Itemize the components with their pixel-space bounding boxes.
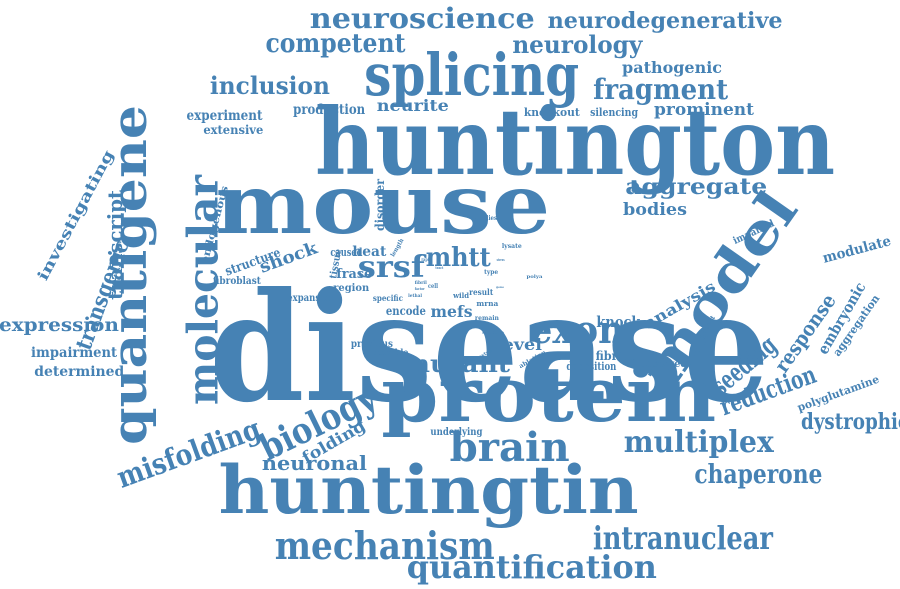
- word-quantification: quantification: [406, 548, 657, 586]
- word-neurite: neurite: [376, 96, 449, 115]
- word-modulate: modulate: [821, 233, 893, 267]
- word-splice: splice: [482, 329, 505, 336]
- word-factor: factor: [414, 286, 425, 291]
- word-caused: caused: [330, 245, 363, 259]
- word-cell: cell: [428, 283, 439, 290]
- word-silencing: silencing: [590, 105, 639, 119]
- word-inclusion: inclusion: [209, 71, 330, 100]
- word-gene: gene: [496, 284, 505, 289]
- word-multiplex: multiplex: [623, 425, 774, 460]
- word-possible: possible: [372, 347, 409, 357]
- word-underlying: underlying: [430, 427, 483, 438]
- word-mrna: mrna: [476, 298, 499, 308]
- word-aggregate: aggregate: [625, 174, 768, 200]
- word-huntingtin: huntingtin: [218, 451, 639, 529]
- word-chaperone: chaperone: [694, 460, 823, 490]
- word-mhtt: mhtt: [425, 243, 491, 273]
- word-srsf: srsf: [357, 250, 425, 285]
- word-region: region: [333, 283, 370, 294]
- word-previous: previous: [350, 339, 393, 350]
- word-encode: encode: [385, 304, 426, 318]
- word-expansion: expansion: [287, 293, 336, 304]
- word-fibroblast: fibroblast: [212, 276, 261, 287]
- word-specific: specific: [372, 293, 403, 303]
- word-disorder: disorder: [373, 179, 388, 231]
- word-impairment: impairment: [31, 345, 118, 361]
- word-neuroscience: neuroscience: [309, 2, 535, 35]
- word-neuronal: neuronal: [261, 451, 367, 475]
- word-intranuclear: intranuclear: [592, 519, 773, 557]
- word-knockout: knockout: [523, 105, 580, 119]
- word-fibrillar: fibrillar: [595, 349, 644, 363]
- word-result: result: [469, 287, 494, 297]
- word-brain: brain: [449, 424, 570, 471]
- word-knock: knock: [596, 312, 641, 331]
- word-dystrophic: dystrophic: [801, 409, 900, 435]
- word-disease: disease: [209, 260, 770, 436]
- word-neurology: neurology: [512, 30, 643, 59]
- word-polya: polya: [526, 273, 543, 280]
- word-mechanism: mechanism: [274, 523, 495, 568]
- word-mefs: mefs: [430, 302, 473, 321]
- word-protein: protein: [380, 350, 716, 439]
- word-heat: heat: [352, 244, 387, 260]
- word-experiment: experiment: [186, 108, 263, 124]
- word-determined: determined: [34, 364, 125, 380]
- word-tract: tract: [435, 265, 444, 270]
- word-competent: competent: [265, 29, 406, 59]
- word-wild: wild: [453, 290, 470, 300]
- word-bodies: bodies: [622, 199, 687, 220]
- word-fragment: fragment: [592, 73, 728, 106]
- word-production: production: [293, 102, 366, 118]
- word-rapid: rapid: [421, 256, 432, 263]
- word-splicing: splicing: [363, 41, 579, 109]
- word-prominent: prominent: [654, 99, 755, 120]
- word-remain: remain: [474, 315, 499, 322]
- word-pathogenic: pathogenic: [622, 58, 723, 77]
- word-stress: stress: [496, 257, 505, 262]
- word-mutant: mutant: [402, 349, 511, 378]
- word-mouse: mouse: [214, 157, 550, 253]
- word-deposition: deposition: [566, 359, 617, 373]
- word-level: level: [495, 335, 542, 354]
- word-studies: studies: [475, 215, 498, 222]
- word-exon: exon: [528, 307, 624, 352]
- word-neurodegenerative: neurodegenerative: [547, 8, 783, 34]
- word-expression: expression: [0, 313, 119, 336]
- word-extensive: extensive: [203, 123, 264, 137]
- word-lethal: lethal: [408, 292, 423, 299]
- word-observed: observed: [639, 359, 688, 370]
- word-lysate: lysate: [501, 243, 522, 250]
- word-huntington: huntington: [315, 88, 836, 196]
- word-frase: frase: [336, 266, 373, 282]
- word-fibril: fibril: [414, 279, 427, 286]
- word-type: type: [484, 269, 499, 276]
